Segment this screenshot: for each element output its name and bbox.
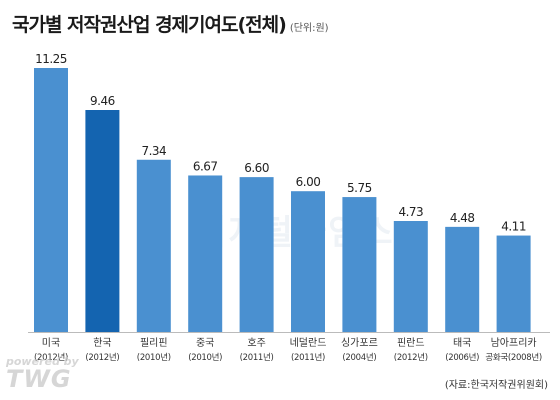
value-label-0: 11.25 [35,52,67,66]
category-note-3: (2010년) [188,352,222,363]
value-label-8: 4.48 [450,211,475,225]
credit-line2: TWG [6,365,72,393]
category-label-0: 미국 [42,337,60,349]
value-label-2: 7.34 [141,144,166,158]
category-note-9: 공화국(2008년) [485,352,542,363]
category-label-2: 필리핀 [140,337,168,349]
category-label-4: 호주 [247,337,265,349]
credit-watermark: powered by TWG [6,356,79,391]
category-label-5: 네덜란드 [290,337,327,349]
chart-title: 국가별 저작권산업 경제기여도(전체) (단위:원) [12,14,329,36]
value-label-3: 6.67 [193,159,218,173]
unit-label: (단위:원) [289,23,329,34]
bar-3 [188,175,223,332]
bar-7 [393,221,428,332]
value-label-6: 5.75 [347,181,372,195]
category-note-8: (2006년) [445,352,479,363]
value-label-7: 4.73 [398,205,423,219]
category-label-3: 중국 [196,337,214,349]
credit-line1: powered by [6,355,79,368]
bar-6 [342,197,377,332]
value-label-1: 9.46 [90,94,115,108]
value-label-9: 4.11 [501,220,526,234]
category-label-7: 핀란드 [397,337,425,349]
bar-4 [239,177,274,332]
category-label-8: 태국 [453,337,471,349]
category-note-1: (2012년) [85,352,119,363]
category-label-6: 싱가포르 [341,337,378,349]
category-note-2: (2010년) [137,352,171,363]
bar-0 [34,68,68,332]
category-label-9: 남아프리카 [491,337,537,349]
category-note-6: (2004년) [342,352,376,363]
bar-5 [291,191,325,332]
value-label-5: 6.00 [296,175,321,189]
bar-1 [85,110,120,332]
category-note-4: (2011년) [240,352,274,363]
category-label-1: 한국 [93,337,111,349]
source-note: (자료:한국저작권위원회) [444,380,548,391]
bar-9 [496,235,531,332]
category-note-5: (2011년) [291,352,325,363]
value-label-4: 6.60 [244,161,269,175]
bar-2 [136,159,171,332]
category-note-7: (2012년) [394,352,428,363]
bar-8 [445,226,480,332]
category-note-0: (2012년) [34,352,68,363]
